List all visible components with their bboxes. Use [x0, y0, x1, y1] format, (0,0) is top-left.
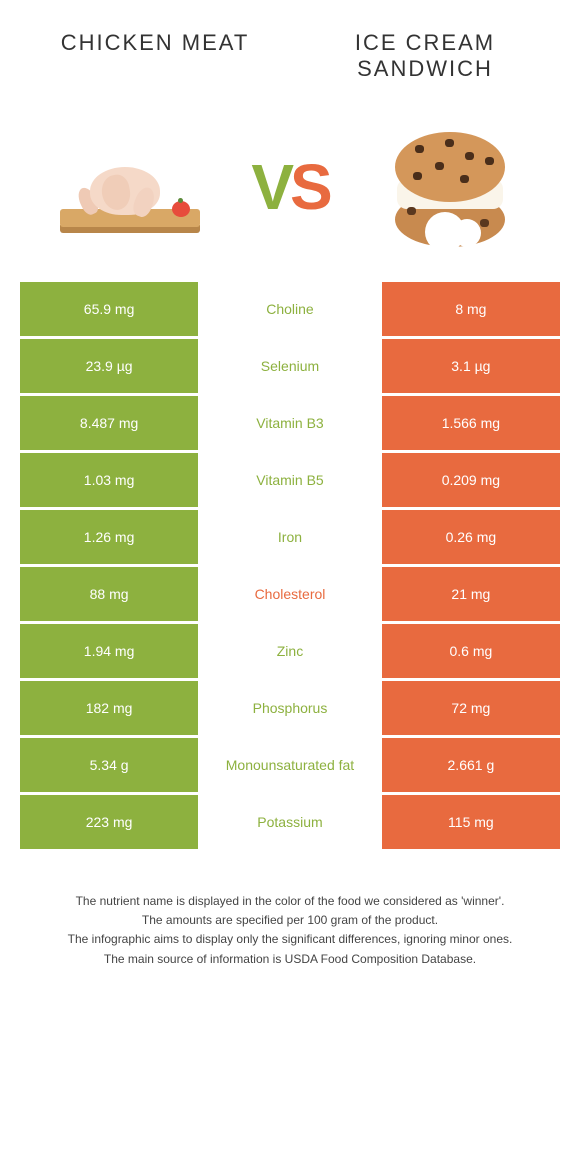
left-value: 1.94 mg [20, 624, 198, 678]
right-value: 72 mg [382, 681, 560, 735]
left-value: 1.03 mg [20, 453, 198, 507]
left-value: 23.9 µg [20, 339, 198, 393]
left-value: 65.9 mg [20, 282, 198, 336]
table-row: 88 mgCholesterol21 mg [20, 567, 560, 621]
vs-label: VS [251, 150, 328, 224]
right-value: 115 mg [382, 795, 560, 849]
left-value: 1.26 mg [20, 510, 198, 564]
nutrient-name: Vitamin B5 [198, 453, 382, 507]
table-row: 65.9 mgCholine8 mg [20, 282, 560, 336]
left-value: 5.34 g [20, 738, 198, 792]
nutrient-name: Selenium [198, 339, 382, 393]
chicken-image [50, 122, 210, 252]
table-row: 1.03 mgVitamin B50.209 mg [20, 453, 560, 507]
table-row: 8.487 mgVitamin B31.566 mg [20, 396, 560, 450]
right-value: 0.209 mg [382, 453, 560, 507]
nutrient-name: Iron [198, 510, 382, 564]
table-row: 5.34 gMonounsaturated fat2.661 g [20, 738, 560, 792]
nutrient-name: Monounsaturated fat [198, 738, 382, 792]
left-value: 223 mg [20, 795, 198, 849]
left-value: 8.487 mg [20, 396, 198, 450]
nutrient-name: Zinc [198, 624, 382, 678]
vs-v: V [251, 151, 290, 223]
table-row: 1.26 mgIron0.26 mg [20, 510, 560, 564]
left-value: 88 mg [20, 567, 198, 621]
footer-line-3: The infographic aims to display only the… [30, 930, 550, 949]
titles-row: CHICKEN MEAT ICE CREAM SANDWICH [0, 20, 580, 102]
footer-notes: The nutrient name is displayed in the co… [0, 852, 580, 989]
right-value: 8 mg [382, 282, 560, 336]
right-value: 21 mg [382, 567, 560, 621]
right-value: 2.661 g [382, 738, 560, 792]
infographic: CHICKEN MEAT ICE CREAM SANDWICH VS [0, 0, 580, 1009]
footer-line-1: The nutrient name is displayed in the co… [30, 892, 550, 911]
table-row: 23.9 µgSelenium3.1 µg [20, 339, 560, 393]
footer-line-2: The amounts are specified per 100 gram o… [30, 911, 550, 930]
right-title: ICE CREAM SANDWICH [317, 30, 533, 82]
nutrient-name: Vitamin B3 [198, 396, 382, 450]
comparison-table: 65.9 mgCholine8 mg23.9 µgSelenium3.1 µg8… [20, 282, 560, 849]
right-value: 3.1 µg [382, 339, 560, 393]
nutrient-name: Phosphorus [198, 681, 382, 735]
right-value: 0.6 mg [382, 624, 560, 678]
vs-s: S [290, 151, 329, 223]
right-value: 1.566 mg [382, 396, 560, 450]
left-title: CHICKEN MEAT [47, 30, 263, 82]
nutrient-name: Cholesterol [198, 567, 382, 621]
ice-cream-sandwich-image [370, 122, 530, 252]
nutrient-name: Choline [198, 282, 382, 336]
nutrient-name: Potassium [198, 795, 382, 849]
left-value: 182 mg [20, 681, 198, 735]
right-value: 0.26 mg [382, 510, 560, 564]
table-row: 223 mgPotassium115 mg [20, 795, 560, 849]
hero-row: VS [0, 102, 580, 282]
table-row: 182 mgPhosphorus72 mg [20, 681, 560, 735]
footer-line-4: The main source of information is USDA F… [30, 950, 550, 969]
table-row: 1.94 mgZinc0.6 mg [20, 624, 560, 678]
